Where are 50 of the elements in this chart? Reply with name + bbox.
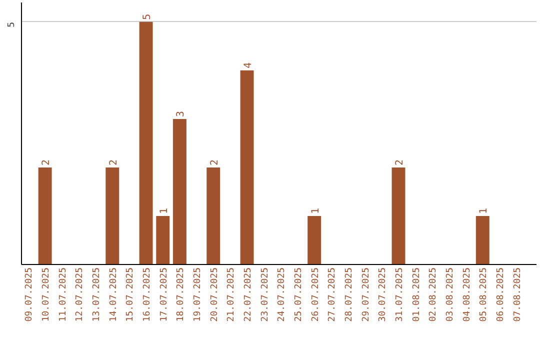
data-label: 1 xyxy=(310,208,322,214)
bar xyxy=(106,167,120,264)
x-tick-label: 15.07.2025 xyxy=(126,267,136,322)
bar xyxy=(172,118,186,264)
x-tick-label: 17.07.2025 xyxy=(159,267,170,322)
x-tick-label: 03.08.2025 xyxy=(445,267,456,322)
bar xyxy=(392,167,406,264)
x-tick-label: 10.07.2025 xyxy=(42,267,52,322)
data-label: 1 xyxy=(478,208,490,214)
data-label: 2 xyxy=(394,159,406,166)
bar xyxy=(156,216,170,264)
x-tick-label: 27.07.2025 xyxy=(328,267,338,322)
x-tick-label: 11.07.2025 xyxy=(58,267,68,322)
x-tick-label: 29.07.2025 xyxy=(361,267,372,322)
x-tick-label: 09.07.2025 xyxy=(24,267,35,322)
bar xyxy=(476,216,490,264)
data-label: 2 xyxy=(108,159,120,166)
bar xyxy=(240,70,254,264)
bar xyxy=(206,167,220,264)
x-tick-label: 19.07.2025 xyxy=(193,267,204,322)
x-tick-label: 30.07.2025 xyxy=(378,267,388,322)
data-label: 5 xyxy=(142,14,154,20)
x-tick-label: 16.07.2025 xyxy=(142,267,153,322)
x-tick-label: 06.08.2025 xyxy=(496,267,506,322)
data-label: 4 xyxy=(243,62,254,68)
x-tick-label: 28.07.2025 xyxy=(344,267,355,322)
x-tick-label: 18.07.2025 xyxy=(176,267,186,322)
x-tick-label: 23.07.2025 xyxy=(260,267,270,322)
x-tick-label: 14.07.2025 xyxy=(108,267,119,322)
bar xyxy=(38,167,52,264)
data-label: 3 xyxy=(176,110,187,117)
x-tick-label: 20.07.2025 xyxy=(210,267,220,322)
data-label: 2 xyxy=(41,159,52,166)
x-tick-label: 05.08.2025 xyxy=(479,267,490,322)
bar xyxy=(308,216,322,264)
x-tick-label: 12.07.2025 xyxy=(75,267,86,322)
x-tick-label: 01.08.2025 xyxy=(412,267,422,322)
x-tick-label: 26.07.2025 xyxy=(310,267,321,322)
data-label: 2 xyxy=(209,159,220,166)
x-tick-label: 25.07.2025 xyxy=(294,267,304,322)
x-tick-label: 02.08.2025 xyxy=(428,267,439,322)
x-tick-label: 21.07.2025 xyxy=(226,267,237,322)
x-tick-label: 22.07.2025 xyxy=(244,267,254,322)
x-tick-label: 24.07.2025 xyxy=(277,267,288,322)
x-tick-label: 04.08.2025 xyxy=(462,267,472,322)
x-tick-label: 13.07.2025 xyxy=(92,267,102,322)
x-tick-label: 31.07.2025 xyxy=(394,267,405,322)
bar xyxy=(139,22,153,264)
data-label: 1 xyxy=(158,208,170,214)
x-tick-label: 07.08.2025 xyxy=(512,267,523,322)
